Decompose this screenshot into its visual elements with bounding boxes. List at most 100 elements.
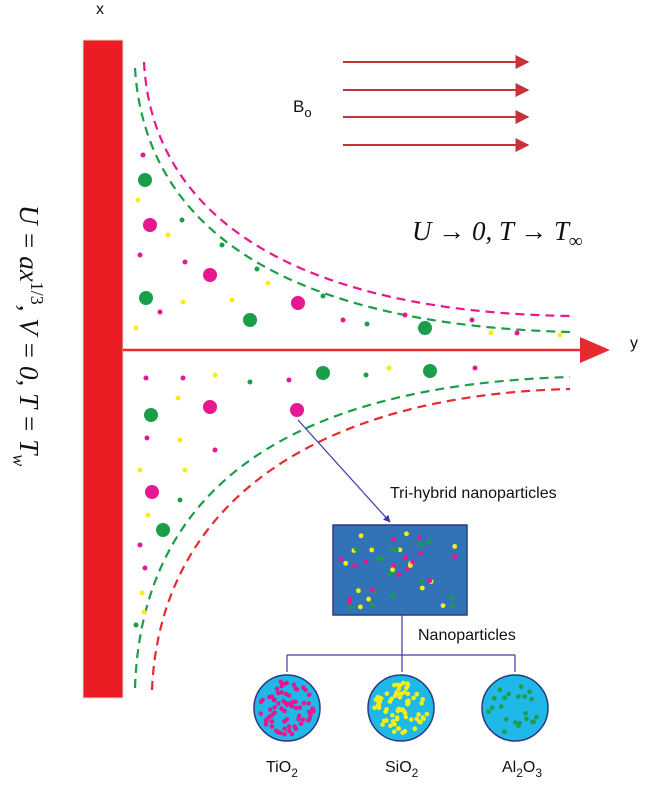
mixed-nanoparticle-dot <box>452 554 457 560</box>
mixed-nanoparticle-dot <box>366 596 371 602</box>
mixed-nanoparticle-dot <box>390 593 396 599</box>
nanoparticle-dot <box>534 715 539 720</box>
wall-condition-subscript: w <box>9 454 29 466</box>
tri-hybrid-label: Tri-hybrid nanoparticles <box>390 485 557 502</box>
nanoparticle-dot <box>502 729 507 734</box>
tio2-label: TiO2 <box>266 759 298 780</box>
nanoparticle-dot <box>529 696 534 702</box>
nanoparticle-dot <box>411 695 416 701</box>
nanoparticle-dot <box>421 716 427 721</box>
nanoparticle-dot <box>308 712 313 717</box>
upper-outer-curve <box>142 61 571 318</box>
magnetic-field-label-main: B <box>293 97 304 116</box>
magenta-particle <box>143 218 157 232</box>
al2o3-label: Al2O3 <box>502 759 542 780</box>
nanoparticle-dot <box>258 699 264 705</box>
nanoparticle-dot <box>274 686 280 692</box>
nanoparticle-dot <box>290 699 295 705</box>
al2o3-particle-dots <box>486 684 539 734</box>
tio2-label-sub: 2 <box>291 766 298 780</box>
mixed-nanoparticle-dot <box>369 602 375 608</box>
heated-wall <box>82 39 124 699</box>
tio2-particle-dots <box>258 679 316 737</box>
green-particle <box>156 523 170 537</box>
nanoparticle-dot <box>497 687 503 693</box>
mixed-nanoparticle-dot <box>370 587 375 593</box>
mixed-nanoparticle-dot <box>358 533 364 539</box>
green-particle <box>320 293 326 299</box>
al2o3-label-sub: 2 <box>516 766 523 780</box>
nanoparticle-dot <box>388 723 393 728</box>
nanoparticle-dot <box>486 709 491 714</box>
nanoparticle-dot <box>263 722 269 727</box>
nanoparticle-dot <box>416 712 421 717</box>
yellow-particle <box>175 395 181 401</box>
nanoparticle-dot <box>418 719 423 725</box>
nanoparticle-dot <box>289 731 295 737</box>
mixed-nanoparticle-dot <box>358 604 363 610</box>
nanoparticle-dot <box>272 697 277 702</box>
boundary-layer-curves <box>133 61 571 691</box>
nanoparticle-dot <box>273 728 279 734</box>
nanoparticle-dot <box>258 711 264 716</box>
nanoparticle-dot <box>292 724 297 729</box>
yellow-particle <box>229 297 235 303</box>
nanoparticles-label: Nanoparticles <box>418 627 516 644</box>
nanoparticle-dot <box>301 700 307 706</box>
mixed-nanoparticle-dot <box>387 571 393 577</box>
tri-hybrid-box-dots <box>338 531 458 610</box>
nanoparticle-dot <box>406 699 411 705</box>
magenta-particle <box>157 309 163 315</box>
nanoparticle-dot <box>380 722 385 727</box>
mixed-nanoparticle-dot <box>347 600 352 605</box>
nanoparticle-dot <box>393 693 398 699</box>
sio2-label: SiO2 <box>385 759 419 780</box>
nanoparticle-dot <box>306 701 311 706</box>
upper-inner-curve <box>133 67 571 334</box>
al2o3-label-base: Al <box>502 759 516 776</box>
green-particle <box>179 217 185 223</box>
mixed-nanoparticle-dot <box>390 567 395 573</box>
magenta-particle <box>144 435 150 441</box>
nanoparticle-dot <box>301 717 306 722</box>
nanoparticle-dot <box>408 717 414 722</box>
yellow-particle <box>137 467 143 473</box>
nanoparticle-dot <box>282 731 288 737</box>
magenta-particle <box>291 296 305 310</box>
wall-condition: U = ax1/3, V = 0, T = Tw <box>9 205 47 466</box>
nanoparticle-dot <box>384 691 390 696</box>
mixed-nanoparticle-dot <box>427 578 433 584</box>
nanoparticle-dot <box>424 711 430 717</box>
green-particle <box>138 173 152 187</box>
magenta-particle <box>340 317 346 323</box>
yellow-particle <box>165 232 171 238</box>
nanoparticle-dot <box>267 707 273 712</box>
nanoparticle-dot <box>394 716 400 722</box>
nanoparticle-dot <box>498 704 504 709</box>
mixed-nanoparticle-dot <box>352 563 357 569</box>
magenta-particle <box>286 377 292 383</box>
mixed-nanoparticle-dot <box>426 539 432 545</box>
green-particle <box>133 622 139 628</box>
nanoparticle-dot <box>281 698 286 704</box>
nanoparticle-dot <box>522 694 527 699</box>
green-particle <box>254 266 260 272</box>
nanoparticle-dot <box>404 685 409 691</box>
nanoparticle-dot <box>276 701 281 706</box>
green-particle <box>247 379 253 385</box>
nanoparticle-dot <box>492 695 497 701</box>
nanoparticle-dot <box>396 686 402 692</box>
mixed-nanoparticle-dot <box>396 572 402 577</box>
mixed-nanoparticle-dot <box>404 531 409 537</box>
mixed-nanoparticle-dot <box>369 547 375 553</box>
tri-hybrid-box <box>332 524 468 616</box>
wall-condition-part1: U = ax <box>14 205 44 282</box>
mixed-nanoparticle-dot <box>343 560 349 566</box>
green-particle <box>243 313 257 327</box>
nanoparticle-dot <box>375 702 381 708</box>
wall-condition-superscript: 1/3 <box>27 282 47 305</box>
mixed-nanoparticle-dot <box>419 585 425 591</box>
nanoparticle-dot <box>390 713 395 718</box>
magenta-particle <box>203 268 217 282</box>
nanoparticle-dot <box>516 723 521 728</box>
